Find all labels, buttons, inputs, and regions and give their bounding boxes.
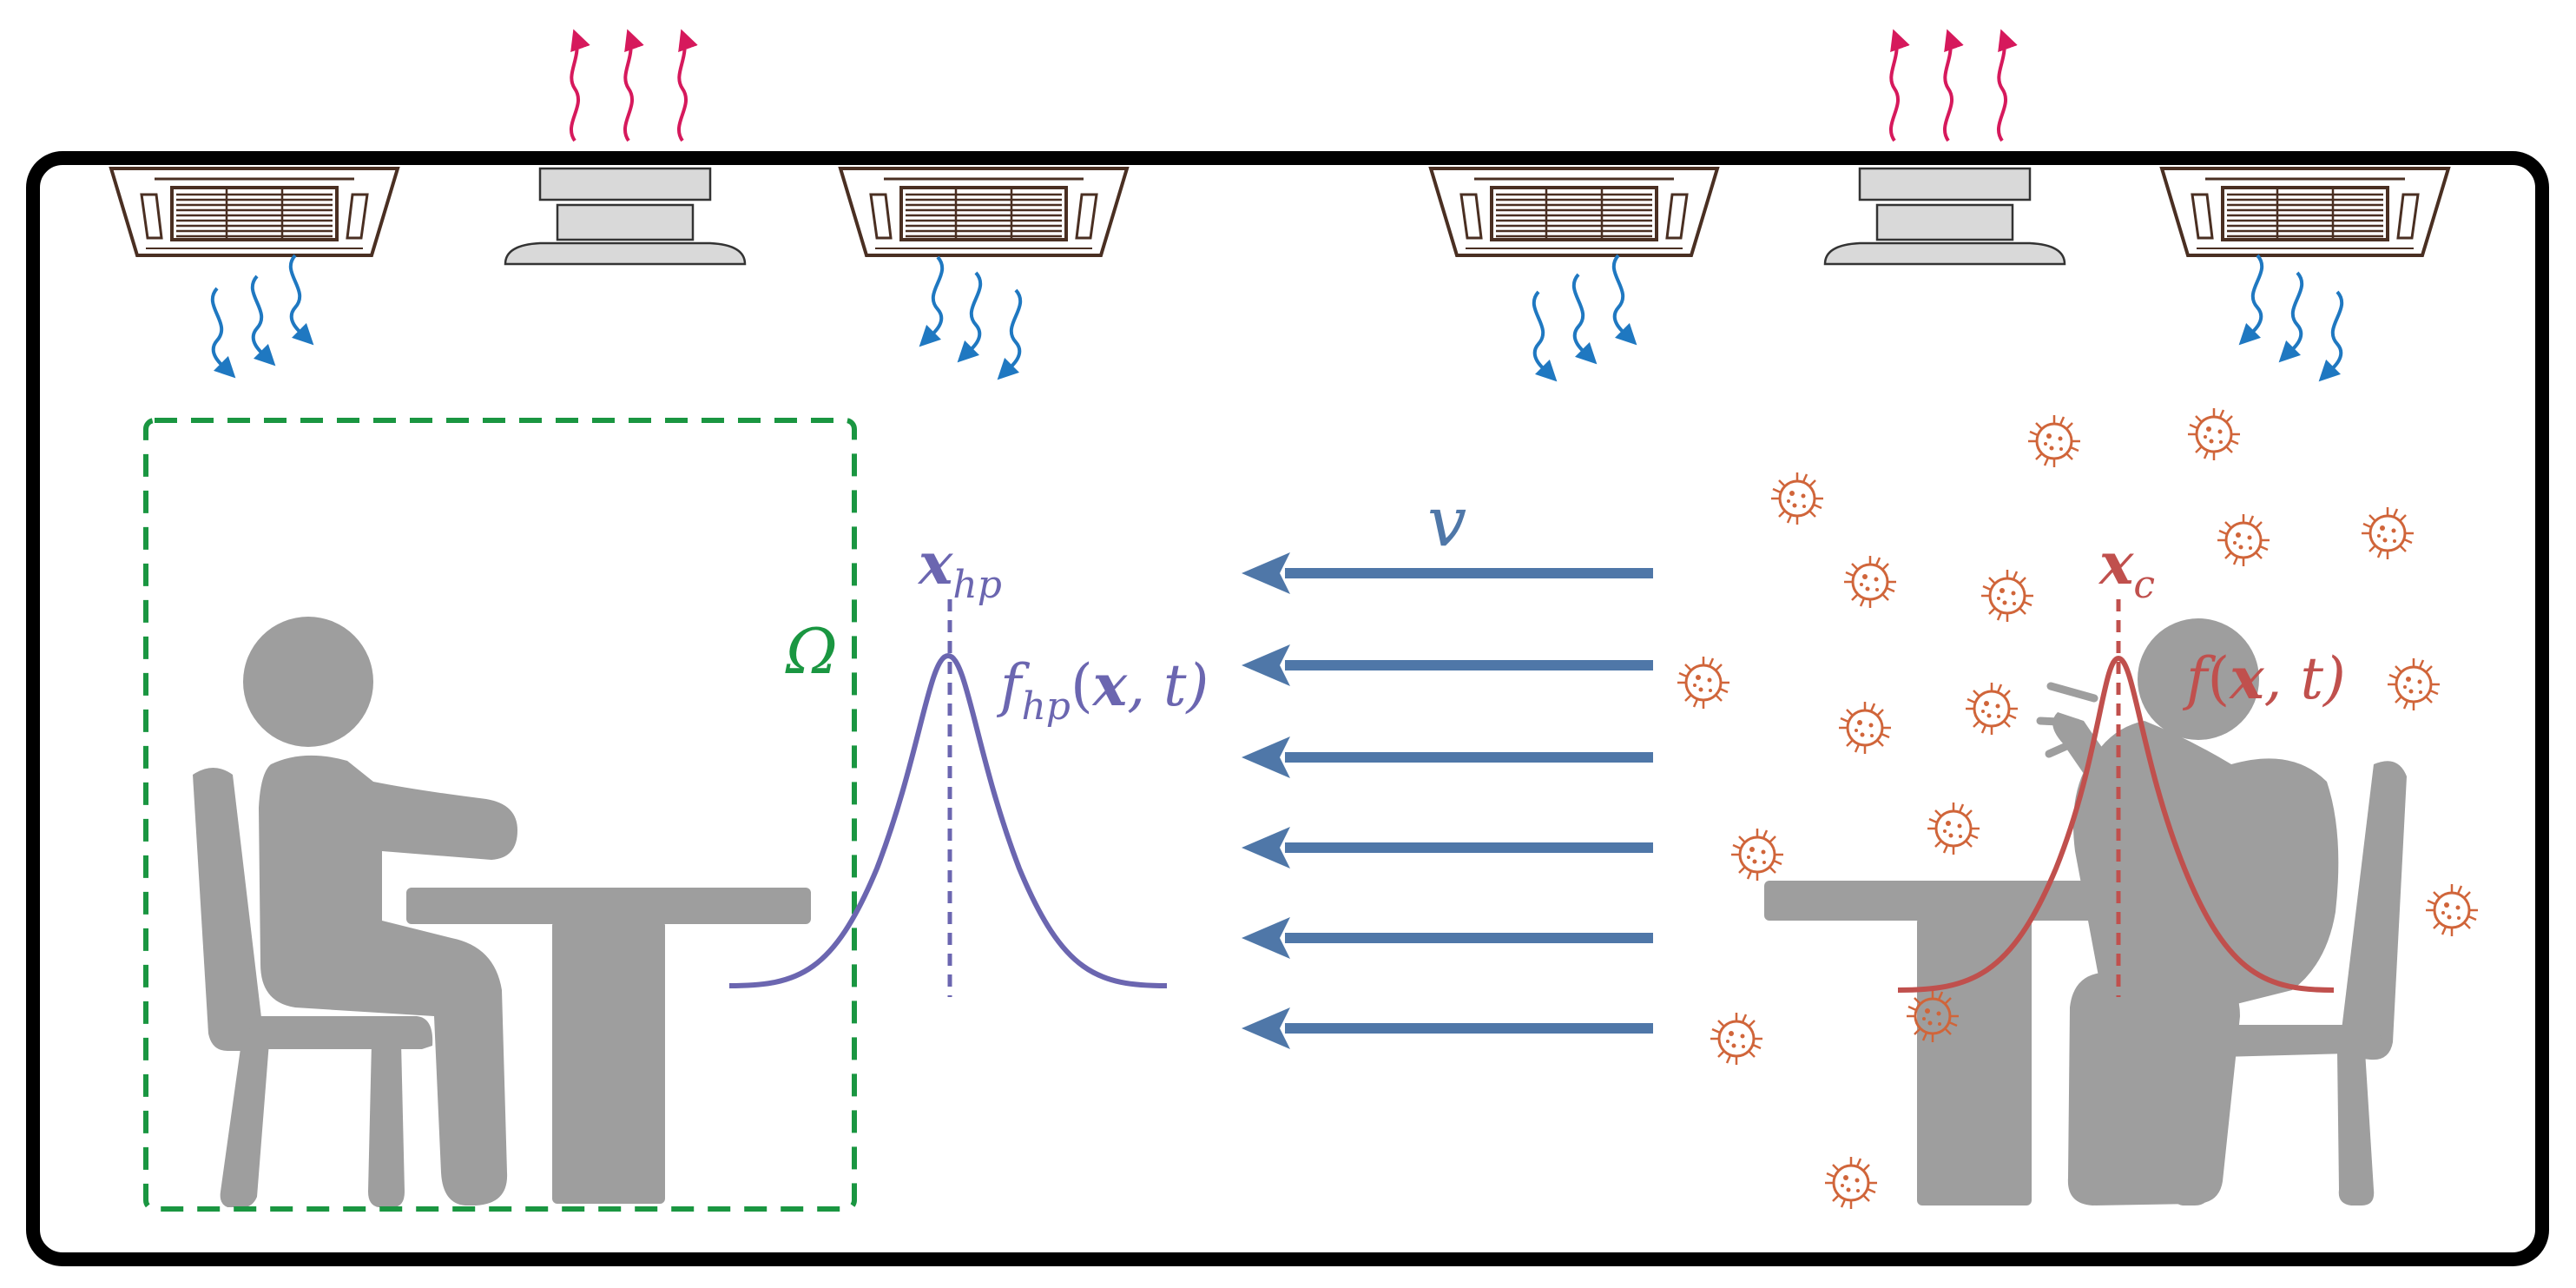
x-hp-label: xhp xyxy=(917,530,1002,607)
airflow-arrow-5 xyxy=(1242,917,1653,959)
f-c-label: f(x, t) xyxy=(2182,644,2346,712)
airflow-arrow-2 xyxy=(1242,644,1653,686)
cough-marks xyxy=(2036,682,2098,758)
healthy-person xyxy=(193,617,811,1208)
exhaust-airflow-1 xyxy=(571,33,686,141)
ac-unit-4 xyxy=(2160,167,2450,257)
x-c-label: xc xyxy=(2098,530,2155,607)
omega-label: Ω xyxy=(785,615,838,688)
ac-unit-3 xyxy=(1429,167,1719,257)
healthy-gaussian-curve xyxy=(728,652,1168,988)
exhaust-airflow-2 xyxy=(1891,33,2006,141)
airflow-arrow-3 xyxy=(1242,736,1653,778)
ac-unit-2 xyxy=(839,167,1129,257)
airflow-arrows xyxy=(1242,552,1653,1049)
infected-person-head xyxy=(2138,618,2259,740)
healthy-person-head xyxy=(243,617,373,747)
velocity-label: v xyxy=(1427,481,1466,562)
healthy-zone-omega xyxy=(143,418,857,1212)
ac-unit-1: ceiling-cassette-ac-icon xyxy=(109,167,399,257)
infected-person xyxy=(1764,618,2407,1205)
f-hp-label: fhp(x, t) xyxy=(996,651,1209,729)
infected-gaussian-curve xyxy=(1897,655,2335,993)
airflow-arrow-1 xyxy=(1242,552,1653,594)
airflow-arrow-6 xyxy=(1242,1007,1653,1049)
airflow-arrow-4 xyxy=(1242,827,1653,869)
